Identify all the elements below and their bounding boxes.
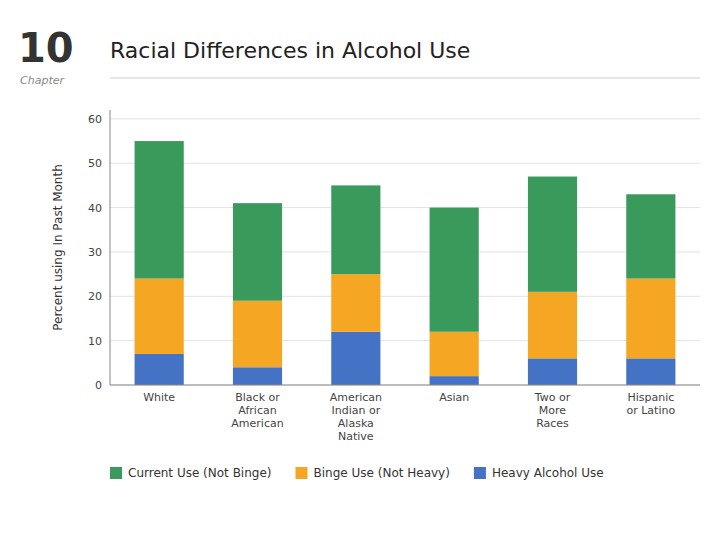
bars [135,141,676,385]
bar-segment [135,141,184,279]
legend: Current Use (Not Binge) Binge Use (Not He… [110,466,604,480]
bar-segment [233,203,282,301]
x-tick-label: AmericanIndian orAlaskaNative [330,391,382,443]
bar-segment [528,292,577,359]
y-axis-label: Percent using In Past Month [51,164,65,331]
y-tick-label: 30 [88,246,102,259]
legend-swatch [474,467,486,479]
grid-line [110,340,700,341]
bar-segment [430,332,479,376]
chart-container: 10 Chapter Racial Differences in Alcohol U… [0,0,720,540]
bar-segment [233,367,282,385]
bar-segment [430,208,479,332]
bar-segment [135,354,184,385]
bar-segment [331,332,380,385]
bar-segment [331,185,380,274]
grid-line [110,207,700,208]
bar-segment [626,358,675,385]
bar-segment [626,194,675,278]
y-tick-label: 50 [88,157,102,170]
chart-title: Racial Differences in Alcohol Use [110,38,470,63]
bar-segment [135,279,184,354]
y-grid [110,119,700,385]
grid-line [110,296,700,297]
legend-label: Binge Use (Not Heavy) [314,466,450,480]
chart-svg: 10 Chapter Racial Differences in Alcohol U… [0,0,720,540]
legend-swatch [296,467,308,479]
y-tick-label: 20 [88,290,102,303]
y-axis-line [110,110,111,385]
legend-swatch [110,467,122,479]
x-tick-label: White [143,391,175,404]
x-tick-label: Black orAfricanAmerican [231,391,283,430]
y-tick-label: 0 [95,379,102,392]
x-tick-label: Asian [439,391,469,404]
y-tick-label: 40 [88,202,102,215]
bar-segment [331,274,380,332]
bar-segment [528,177,577,292]
grid-line [110,163,700,164]
chapter-number: 10 [18,25,74,71]
x-tick-label: Two orMoreRaces [534,391,571,430]
bar-segment [528,358,577,385]
chapter-label: Chapter [20,74,65,87]
bar-segment [430,376,479,385]
header-rule [110,78,700,79]
y-tick-label: 60 [88,113,102,126]
x-axis-line [110,385,700,386]
grid-line [110,118,700,119]
grid-line [110,385,700,386]
y-tick-label: 10 [88,335,102,348]
legend-label: Heavy Alcohol Use [492,466,604,480]
bar-segment [626,279,675,359]
x-tick-label: Hispanicor Latino [626,391,675,417]
legend-label: Current Use (Not Binge) [128,466,272,480]
grid-line [110,251,700,252]
bar-segment [233,301,282,368]
